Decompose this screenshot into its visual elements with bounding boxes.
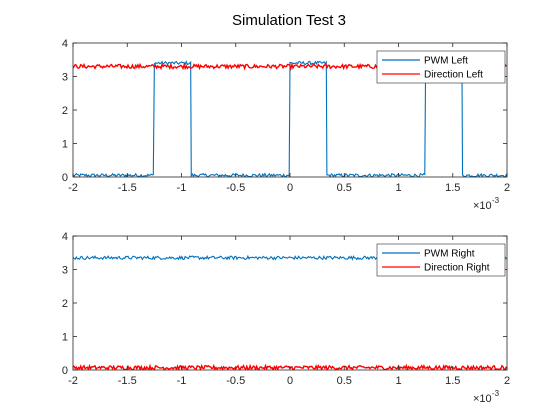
y-tick-label: 4 (62, 231, 68, 243)
x-tick-label: -1.5 (118, 375, 137, 387)
x-exponent-power: -3 (492, 389, 500, 398)
y-tick-label: 0 (62, 365, 68, 377)
x-tick-label: -1 (177, 182, 187, 194)
y-tick-label: 2 (62, 105, 68, 117)
legend-entry: PWM Left (424, 56, 468, 67)
x-tick-label: -1 (177, 375, 187, 387)
x-tick-label: 1 (395, 182, 401, 194)
x-tick-label: 1.5 (445, 375, 460, 387)
legend-box (376, 50, 506, 84)
legend-entry: Direction Left (424, 70, 483, 81)
y-tick-label: 0 (62, 172, 68, 184)
legend-entry: Direction Right (424, 263, 490, 274)
y-tick-label: 4 (62, 38, 68, 50)
figure-title: Simulation Test 3 (232, 12, 346, 29)
x-exponent-power: -3 (492, 196, 500, 205)
x-tick-label: -2 (68, 375, 78, 387)
subplot-1: -2 -1.5 -1 -0.5 0 0.5 1 1.5 2 0 1 2 3 4 ×10 -3 PWM Left D… (62, 38, 510, 212)
x-tick-label: -0.5 (226, 182, 245, 194)
x-exponent-label: ×10 (473, 393, 492, 405)
x-tick-label: -2 (68, 182, 78, 194)
x-tick-label: 0 (287, 182, 293, 194)
x-exponent-label: ×10 (473, 200, 492, 212)
x-tick-label: 0 (287, 375, 293, 387)
legend-box (376, 243, 506, 277)
x-tick-label: 0.5 (337, 182, 352, 194)
x-tick-label: 2 (504, 375, 510, 387)
y-tick-label: 2 (62, 298, 68, 310)
x-tick-label: 2 (504, 182, 510, 194)
x-tick-label: 0.5 (337, 375, 352, 387)
subplot-2: -2 -1.5 -1 -0.5 0 0.5 1 1.5 2 0 1 2 3 4 ×10 -3 PWM Right… (62, 231, 510, 405)
x-tick-label: 1.5 (445, 182, 460, 194)
x-tick-label: -0.5 (226, 375, 245, 387)
x-tick-label: -1.5 (118, 182, 137, 194)
legend: PWM Right Direction Right (376, 243, 506, 277)
y-tick-label: 3 (62, 265, 68, 277)
legend: PWM Left Direction Left (376, 50, 506, 84)
legend-entry: PWM Right (424, 249, 475, 260)
x-tick-label: 1 (395, 375, 401, 387)
y-tick-label: 1 (62, 139, 68, 151)
y-tick-label: 1 (62, 332, 68, 344)
y-tick-label: 3 (62, 72, 68, 84)
